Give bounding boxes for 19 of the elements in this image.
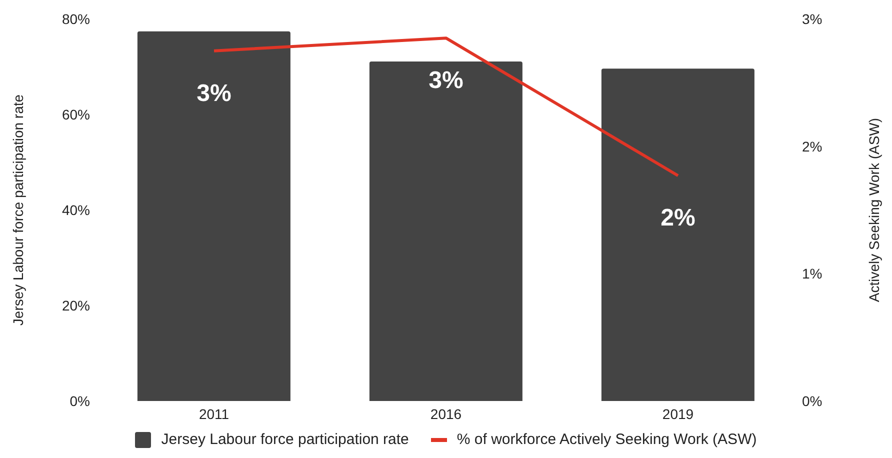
data-label: 2% (660, 204, 696, 232)
legend-label: % of workforce Actively Seeking Work (ASW) (456, 431, 757, 448)
x-tick-label: 2016 (430, 406, 462, 422)
data-label: 3% (428, 67, 464, 94)
x-tick-label: 2011 (198, 406, 230, 422)
y-tick-label: 0% (70, 392, 90, 409)
y2-axis-title: Actively Seeking Work (ASW) (866, 118, 882, 302)
legend-label: Jersey Labour force participation rate (161, 431, 409, 448)
y-tick-label: 20% (62, 297, 90, 314)
y-axis-title: Jersey Labour force participation rate (10, 94, 26, 326)
y2-tick-label: 1% (802, 266, 822, 282)
data-label: 3% (196, 80, 232, 107)
y-tick-label: 40% (62, 202, 90, 218)
y2-tick-label: 0% (802, 392, 822, 409)
x-tick-label: 2019 (662, 406, 694, 422)
y-tick-label: 60% (62, 106, 90, 122)
y-tick-label: 80% (62, 10, 90, 27)
y2-tick-label: 3% (802, 10, 822, 27)
y2-tick-label: 2% (802, 138, 822, 154)
